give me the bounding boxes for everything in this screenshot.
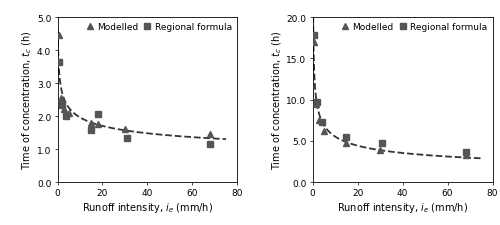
X-axis label: Runoff intensity, $i_e$ (mm/h): Runoff intensity, $i_e$ (mm/h) <box>82 200 213 214</box>
Regional formula <box>208 143 214 146</box>
Modelled <box>88 122 94 124</box>
Line: Modelled: Modelled <box>56 33 214 138</box>
Regional formula <box>462 151 468 154</box>
Regional formula <box>95 114 101 116</box>
Modelled <box>95 123 101 126</box>
Regional formula <box>314 101 320 104</box>
Regional formula <box>344 136 349 138</box>
Line: Regional formula: Regional formula <box>310 33 468 156</box>
Legend: Modelled, Regional formula: Modelled, Regional formula <box>84 22 233 33</box>
Regional formula <box>124 137 130 139</box>
Modelled <box>311 41 317 44</box>
Regional formula <box>88 129 94 132</box>
Modelled <box>66 112 71 115</box>
Y-axis label: Time of concentration, $t_c$ (h): Time of concentration, $t_c$ (h) <box>270 31 283 169</box>
Legend: Modelled, Regional formula: Modelled, Regional formula <box>340 22 488 33</box>
Regional formula <box>311 35 317 37</box>
Regional formula <box>64 115 70 118</box>
Modelled <box>462 154 468 157</box>
X-axis label: Runoff intensity, $i_e$ (mm/h): Runoff intensity, $i_e$ (mm/h) <box>337 200 468 214</box>
Modelled <box>208 133 214 136</box>
Modelled <box>56 35 62 37</box>
Modelled <box>61 109 67 111</box>
Modelled <box>122 128 128 131</box>
Modelled <box>58 97 64 100</box>
Y-axis label: Time of concentration, $t_c$ (h): Time of concentration, $t_c$ (h) <box>20 31 34 169</box>
Regional formula <box>380 142 386 145</box>
Line: Regional formula: Regional formula <box>56 59 214 148</box>
Modelled <box>344 142 349 145</box>
Modelled <box>316 119 322 122</box>
Modelled <box>377 149 383 152</box>
Modelled <box>313 103 319 106</box>
Regional formula <box>59 104 65 106</box>
Modelled <box>321 130 327 133</box>
Line: Modelled: Modelled <box>310 40 468 158</box>
Regional formula <box>318 121 324 124</box>
Regional formula <box>56 61 62 64</box>
